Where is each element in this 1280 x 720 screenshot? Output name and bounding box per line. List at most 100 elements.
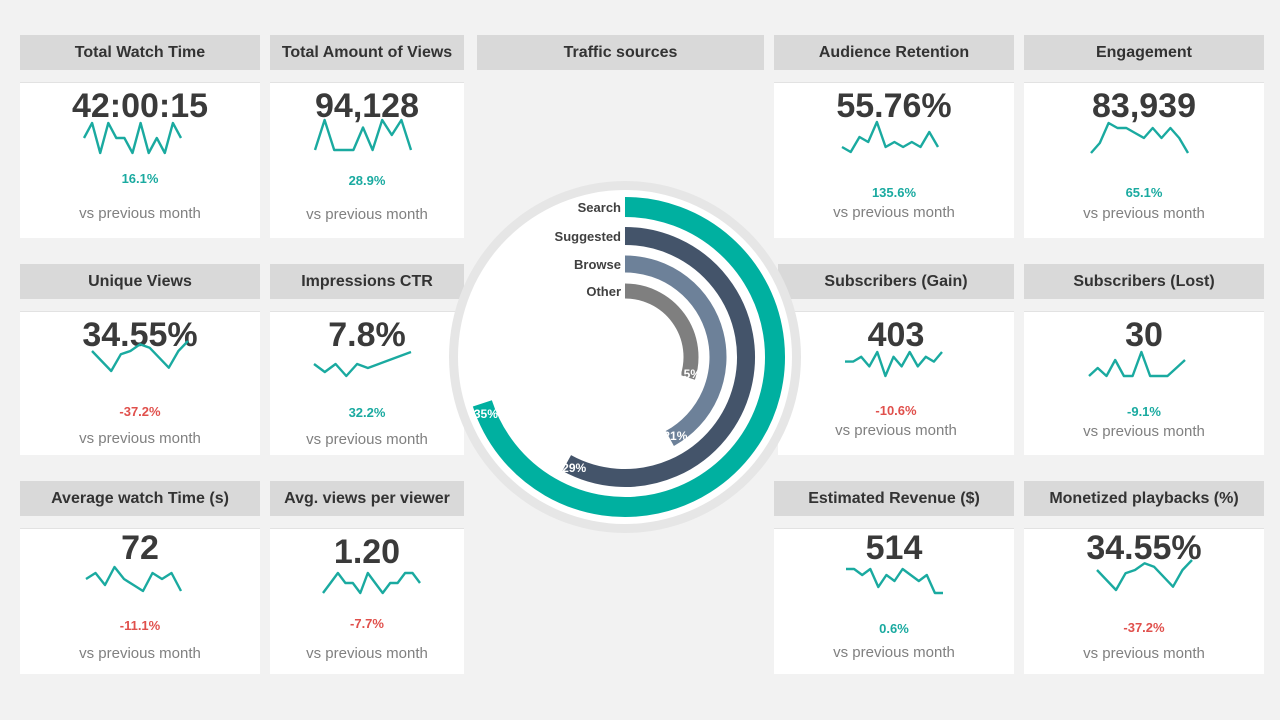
kpi-value: 55.76% <box>836 87 952 125</box>
kpi-change: -11.1% <box>119 618 161 633</box>
kpi-subtitle: vs previous month <box>1083 645 1205 662</box>
radial-bar-other <box>624 283 699 380</box>
kpi-title: Total Watch Time <box>20 35 260 70</box>
kpi-body <box>20 528 260 674</box>
kpi-change: 32.2% <box>348 405 386 420</box>
kpi-body <box>270 311 464 455</box>
kpi-card-unique-views: Unique Views 34.55% -37.2% vs previous mont… <box>20 264 260 455</box>
kpi-card-avg-watch-time: Average watch Time (s) 72 -11.1% vs previou… <box>20 481 260 674</box>
sparkline-path <box>845 350 943 378</box>
kpi-change: -7.7% <box>350 616 384 631</box>
traffic-sources-header: Traffic sources <box>477 35 764 70</box>
kpi-subtitle: vs previous month <box>306 645 428 662</box>
kpi-change: 65.1% <box>1125 185 1163 200</box>
kpi-body <box>774 528 1014 674</box>
value-label: 21% <box>663 429 687 443</box>
kpi-title: Audience Retention <box>774 35 1014 70</box>
kpi-value: 7.8% <box>328 316 406 354</box>
kpi-body <box>20 311 260 455</box>
kpi-sparkline <box>313 118 413 152</box>
kpi-body <box>1024 82 1264 238</box>
kpi-sparkline <box>1090 121 1190 154</box>
kpi-value: 30 <box>1125 316 1163 354</box>
kpi-card-avg-views-per-viewer: Avg. views per viewer 1.20 -7.7% vs previou… <box>270 481 464 674</box>
kpi-title: Average watch Time (s) <box>20 481 260 516</box>
kpi-card-monetized-playbacks: Monetized playbacks (%) 34.55% -37.2% vs pr… <box>1024 481 1264 674</box>
kpi-card-audience-retention: Audience Retention 55.76% 135.6% vs previou… <box>774 35 1014 238</box>
kpi-title: Avg. views per viewer <box>270 481 464 516</box>
kpi-subtitle: vs previous month <box>833 644 955 661</box>
kpi-sparkline <box>1096 559 1193 592</box>
kpi-value: 42:00:15 <box>71 87 209 125</box>
kpi-title: Engagement <box>1024 35 1264 70</box>
kpi-change: 0.6% <box>879 621 909 636</box>
kpi-title: Monetized playbacks (%) <box>1024 481 1264 516</box>
kpi-body <box>778 311 1014 455</box>
category-label: Other <box>586 284 621 299</box>
kpi-body <box>1024 311 1264 455</box>
kpi-sparkline <box>313 350 412 378</box>
kpi-sparkline <box>85 565 183 593</box>
sparkline-path <box>91 340 189 373</box>
kpi-change: -9.1% <box>1127 404 1161 419</box>
sparkline-path <box>1088 350 1186 378</box>
kpi-title: Subscribers (Lost) <box>1024 264 1264 299</box>
radial-bar-suggested <box>562 227 755 487</box>
kpi-sparkline <box>82 121 183 155</box>
kpi-subtitle: vs previous month <box>79 645 201 662</box>
kpi-body <box>1024 528 1264 674</box>
category-label: Suggested <box>555 229 622 244</box>
kpi-subtitle: vs previous month <box>306 206 428 223</box>
kpi-card-total-watch-time: Total Watch Time 42:00:15 16.1% vs previous… <box>20 35 260 238</box>
kpi-body <box>270 82 464 238</box>
sparkline-path <box>85 565 183 593</box>
kpi-card-impressions-ctr: Impressions CTR 7.8% 32.2% vs previous mont… <box>270 264 464 455</box>
category-label: Search <box>578 200 621 215</box>
kpi-body <box>270 528 464 674</box>
radial-bar-browse <box>624 255 727 446</box>
kpi-value: 83,939 <box>1092 87 1196 125</box>
sparkline-path <box>846 567 943 595</box>
kpi-title: Subscribers (Gain) <box>778 264 1014 299</box>
kpi-subtitle: vs previous month <box>833 204 955 221</box>
kpi-card-subscribers-lost: Subscribers (Lost) 30 -9.1% vs previous mon… <box>1024 264 1264 455</box>
kpi-value: 514 <box>865 529 923 567</box>
kpi-subtitle: vs previous month <box>79 430 201 447</box>
kpi-title: Estimated Revenue ($) <box>774 481 1014 516</box>
kpi-change: 28.9% <box>348 173 386 188</box>
sparkline-path <box>841 120 940 154</box>
kpi-body <box>20 82 260 238</box>
kpi-title: Unique Views <box>20 264 260 299</box>
kpi-card-total-views: Total Amount of Views 94,128 28.9% vs previ… <box>270 35 464 238</box>
kpi-title: Impressions CTR <box>270 264 464 299</box>
value-label: 15% <box>677 367 701 381</box>
kpi-value: 94,128 <box>315 87 419 125</box>
kpi-sparkline <box>846 567 943 595</box>
kpi-value: 72 <box>121 529 159 567</box>
kpi-change: 16.1% <box>121 171 159 186</box>
traffic-sources-radial-chart: Search 35% Suggested 29% Browse 21% Other 15% <box>449 181 801 533</box>
kpi-change: -10.6% <box>875 403 917 418</box>
sparkline-path <box>1096 559 1193 592</box>
kpi-value: 403 <box>867 316 925 354</box>
sparkline-path <box>82 121 183 155</box>
kpi-card-engagement: Engagement 83,939 65.1% vs previous month <box>1024 35 1264 238</box>
kpi-sparkline <box>841 120 940 154</box>
sparkline-path <box>1090 121 1190 154</box>
kpi-body <box>774 82 1014 238</box>
kpi-value: 1.20 <box>333 533 401 571</box>
kpi-subtitle: vs previous month <box>1083 205 1205 222</box>
sparkline-path <box>322 571 421 595</box>
kpi-sparkline <box>322 571 421 595</box>
kpi-value: 34.55% <box>1086 529 1202 567</box>
traffic-sources-title: Traffic sources <box>563 43 678 61</box>
kpi-subtitle: vs previous month <box>835 422 957 439</box>
sparkline-path <box>313 118 413 152</box>
kpi-card-subscribers-gain: Subscribers (Gain) 403 -10.6% vs previous m… <box>778 264 1014 455</box>
category-label: Browse <box>574 257 621 272</box>
kpi-change: 135.6% <box>871 185 917 200</box>
value-label: 29% <box>562 461 586 475</box>
kpi-sparkline <box>91 340 189 373</box>
kpi-subtitle: vs previous month <box>1083 423 1205 440</box>
sparkline-path <box>313 350 412 378</box>
